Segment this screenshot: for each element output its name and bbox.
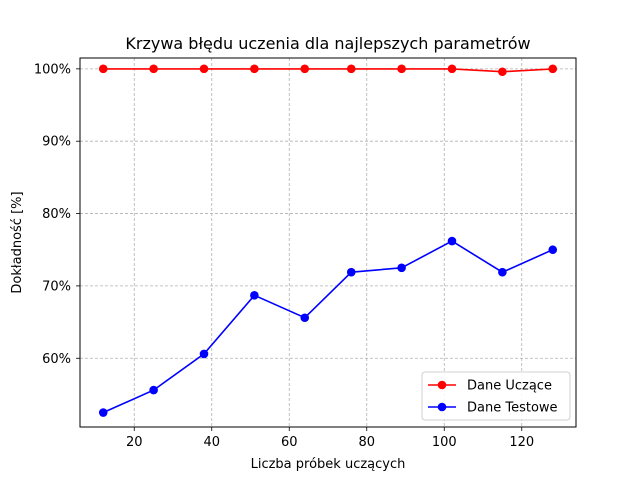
data-point xyxy=(199,349,209,359)
plot-frame xyxy=(79,57,577,428)
x-axis: 20 40 60 80 100 120 xyxy=(126,427,534,450)
y-axis: 60% 70% 80% 90% 100% xyxy=(34,62,80,367)
x-tick-label: 100 xyxy=(432,435,457,450)
x-tick-label: 20 xyxy=(126,435,143,450)
data-point xyxy=(346,64,356,74)
legend: Dane Uczące Dane Testowe xyxy=(421,371,571,421)
data-point xyxy=(250,64,259,74)
x-tick-label: 120 xyxy=(509,435,534,450)
data-point xyxy=(548,245,558,255)
data-point xyxy=(447,236,457,246)
data-point xyxy=(149,385,158,395)
x-tick-label: 60 xyxy=(281,435,298,450)
legend-marker xyxy=(437,402,447,412)
data-point xyxy=(548,64,558,74)
data-point xyxy=(149,64,158,74)
grid xyxy=(80,58,576,427)
y-tick-label: 100% xyxy=(34,62,71,77)
data-point xyxy=(300,313,310,323)
chart-title: Krzywa błędu uczenia dla najlepszych par… xyxy=(125,34,530,53)
y-axis-label: Dokładność [%] xyxy=(10,191,25,293)
legend-marker xyxy=(437,380,447,390)
x-tick-label: 40 xyxy=(203,435,220,450)
data-point xyxy=(98,408,108,417)
series-line-1 xyxy=(102,240,554,414)
legend-label: Dane Uczące xyxy=(467,379,552,394)
data-point xyxy=(199,64,209,74)
x-axis-label: Liczba próbek uczących xyxy=(251,457,406,472)
data-point xyxy=(250,291,259,300)
y-tick-label: 70% xyxy=(42,279,71,294)
y-tick-label: 60% xyxy=(42,352,71,367)
y-tick-label: 90% xyxy=(42,135,71,150)
x-tick-label: 80 xyxy=(358,435,375,450)
data-point xyxy=(498,67,507,77)
data-point xyxy=(346,267,356,277)
series-points xyxy=(98,64,558,417)
data-point xyxy=(98,64,108,74)
data-point xyxy=(300,64,310,74)
data-point xyxy=(447,64,457,74)
data-point xyxy=(498,267,507,277)
series-line-0 xyxy=(103,68,553,73)
data-point xyxy=(397,64,406,74)
y-tick-label: 80% xyxy=(42,207,71,222)
data-point xyxy=(397,263,406,273)
legend-box xyxy=(421,371,571,421)
legend-label: Dane Testowe xyxy=(467,401,558,416)
series-lines xyxy=(102,68,554,414)
